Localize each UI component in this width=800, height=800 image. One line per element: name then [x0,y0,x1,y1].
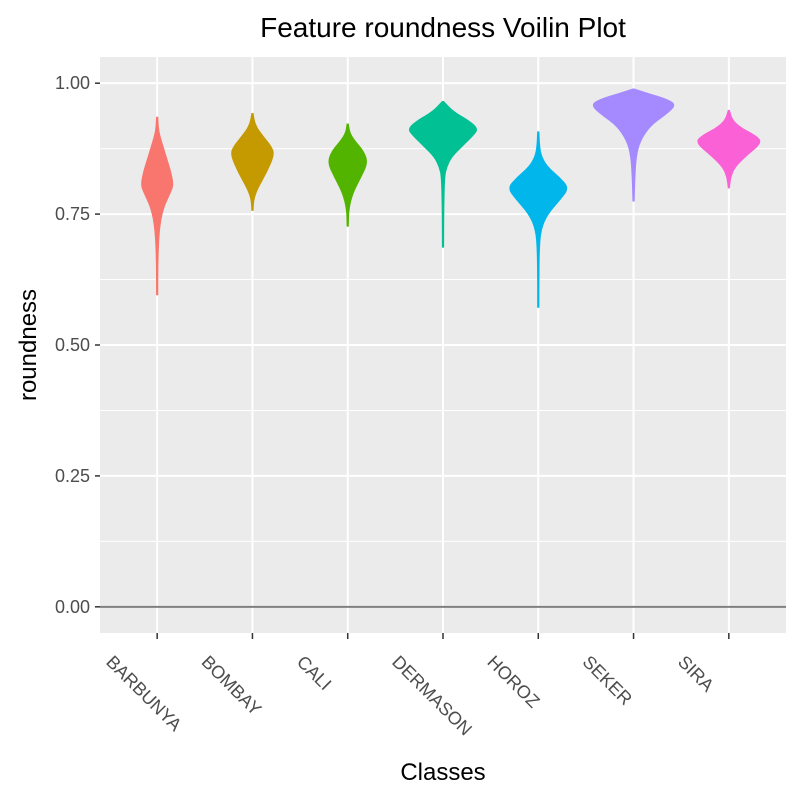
y-tick-label: 1.00 [55,73,90,93]
y-axis-title: roundness [15,289,42,401]
y-axis-ticks: 0.00 0.25 0.50 0.75 1.00 [55,73,100,617]
x-axis-title: Classes [400,759,485,786]
y-tick-label: 0.00 [55,597,90,617]
y-tick-label: 0.25 [55,466,90,486]
y-tick-label: 0.50 [55,335,90,355]
violin-layer [141,88,761,308]
chart-title: Feature roundness Voilin Plot [260,12,626,43]
y-tick-label: 0.75 [55,204,90,224]
